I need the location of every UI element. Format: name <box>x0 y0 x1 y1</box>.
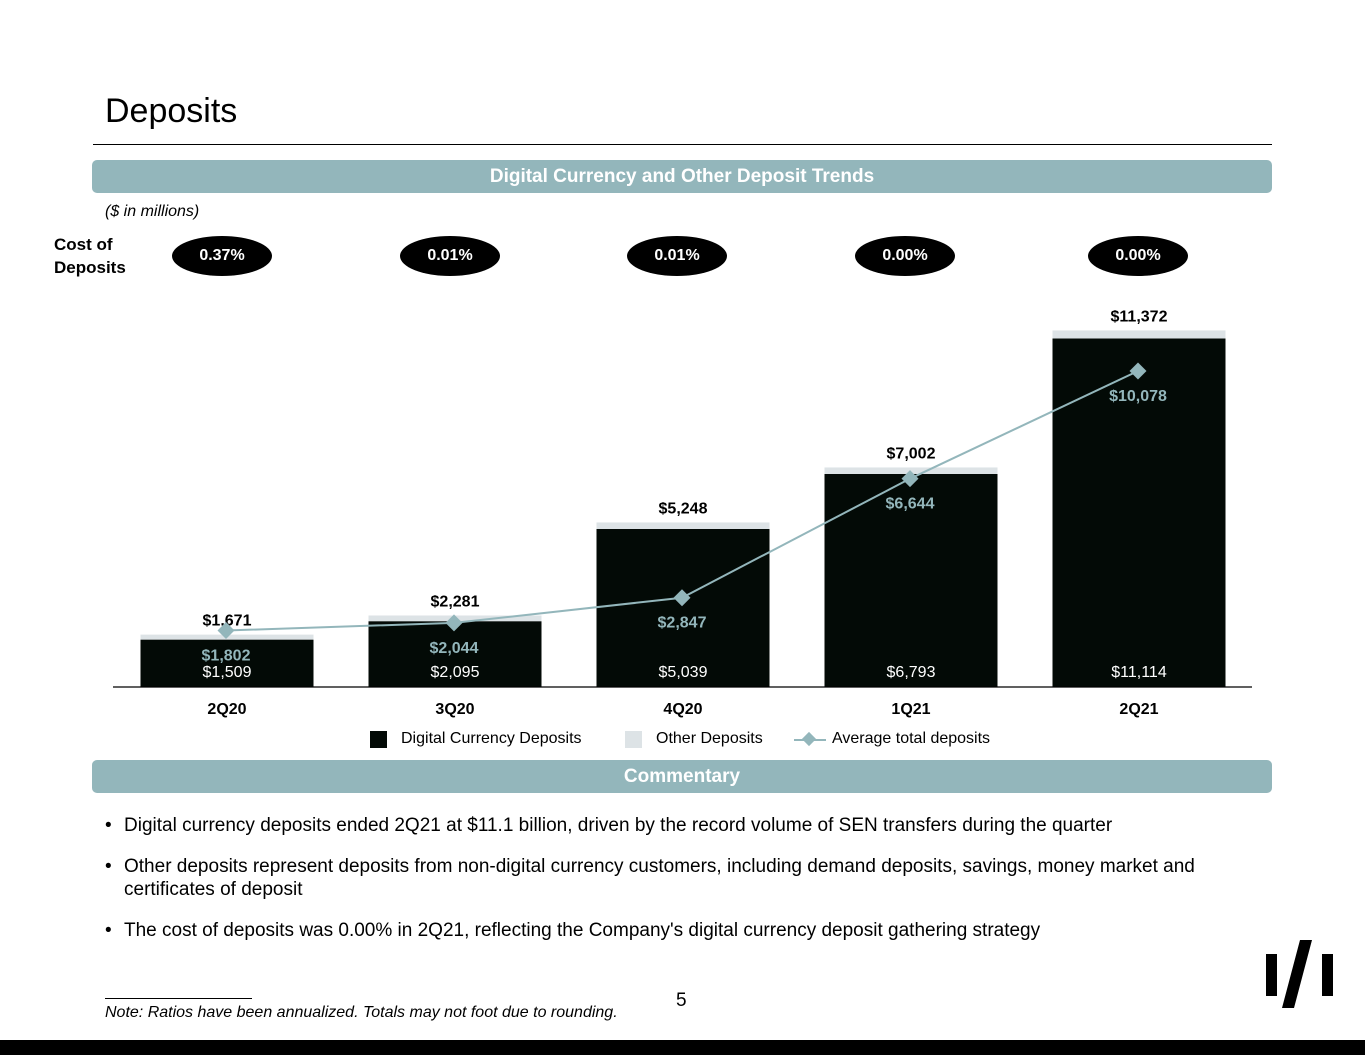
total-label: $11,372 <box>1111 308 1168 325</box>
average-point <box>217 622 235 639</box>
page-title: Deposits <box>105 92 238 130</box>
average-value-label: $2,044 <box>430 640 479 657</box>
cost-pill-1q21: 0.00% <box>855 236 955 276</box>
bar-other-deposits <box>1052 330 1226 339</box>
bar-other-deposits <box>824 467 998 474</box>
average-value-label: $1,802 <box>202 647 251 664</box>
digital-value-label: $1,509 <box>203 664 252 681</box>
digital-value-label: $5,039 <box>659 664 708 681</box>
legend-other-label: Other Deposits <box>656 730 763 747</box>
legend-digital-label: Digital Currency Deposits <box>401 730 582 747</box>
average-value-label: $2,847 <box>658 615 707 632</box>
average-point <box>673 589 691 607</box>
legend-other: Other Deposits <box>625 730 763 748</box>
cost-pill-2q21: 0.00% <box>1088 236 1188 276</box>
bar-other-deposits <box>596 522 770 529</box>
chart-section-header: Digital Currency and Other Deposit Trend… <box>92 160 1272 193</box>
digital-value-label: $11,114 <box>1111 664 1167 681</box>
footnote: Note: Ratios have been annualized. Total… <box>105 1004 618 1021</box>
x-tick-label: 2Q20 <box>207 701 246 718</box>
bar-digital-deposits <box>1052 338 1226 687</box>
title-divider <box>93 144 1272 145</box>
bottom-bar <box>0 1040 1365 1055</box>
legend-digital-swatch <box>370 730 387 748</box>
cost-pill-3q20: 0.01% <box>400 236 500 276</box>
average-point <box>445 614 463 632</box>
cost-pill-4q20: 0.01% <box>627 236 727 276</box>
units-note: ($ in millions) <box>105 203 200 220</box>
digital-value-label: $6,793 <box>887 664 936 681</box>
legend-average-swatch <box>794 731 826 748</box>
x-tick-label: 2Q21 <box>1119 701 1158 718</box>
bar-digital-deposits <box>824 473 998 687</box>
legend-average-label: Average total deposits <box>832 730 991 747</box>
average-value-label: $10,078 <box>1109 388 1167 405</box>
average-point <box>901 470 919 488</box>
total-label: $2,281 <box>431 593 480 610</box>
commentary-item: The cost of deposits was 0.00% in 2Q21, … <box>105 919 1265 942</box>
average-value-label: $6,644 <box>886 496 935 513</box>
silvergate-logo-icon <box>1266 940 1333 1008</box>
page-number: 5 <box>676 990 687 1011</box>
legend-average: Average total deposits <box>794 730 990 748</box>
commentary-item: Digital currency deposits ended 2Q21 at … <box>105 814 1265 837</box>
bar-digital-deposits <box>596 528 770 687</box>
cost-of-deposits-label: Cost of Deposits <box>54 235 126 277</box>
bar-digital-deposits <box>140 639 314 687</box>
commentary-list: Digital currency deposits ended 2Q21 at … <box>105 814 1265 960</box>
digital-value-label: $2,095 <box>431 664 480 681</box>
total-label: $5,248 <box>659 500 708 517</box>
legend-other-swatch <box>625 730 642 748</box>
cost-pill-2q20: 0.37% <box>172 236 272 276</box>
total-label: $7,002 <box>887 445 936 462</box>
total-label: $1,671 <box>203 613 252 630</box>
commentary-header: Commentary <box>92 760 1272 793</box>
footnote-divider <box>105 998 252 999</box>
x-tick-label: 1Q21 <box>891 701 930 718</box>
deposit-trends-chart: $1,671 $1,509 2Q20 $2,281 $2,095 3Q20 $5,248 $5… <box>113 308 1252 718</box>
x-tick-label: 4Q20 <box>663 701 702 718</box>
commentary-item: Other deposits represent deposits from n… <box>105 855 1265 901</box>
x-tick-label: 3Q20 <box>435 701 474 718</box>
legend-digital: Digital Currency Deposits <box>370 730 582 748</box>
bar-digital-deposits <box>368 621 542 687</box>
